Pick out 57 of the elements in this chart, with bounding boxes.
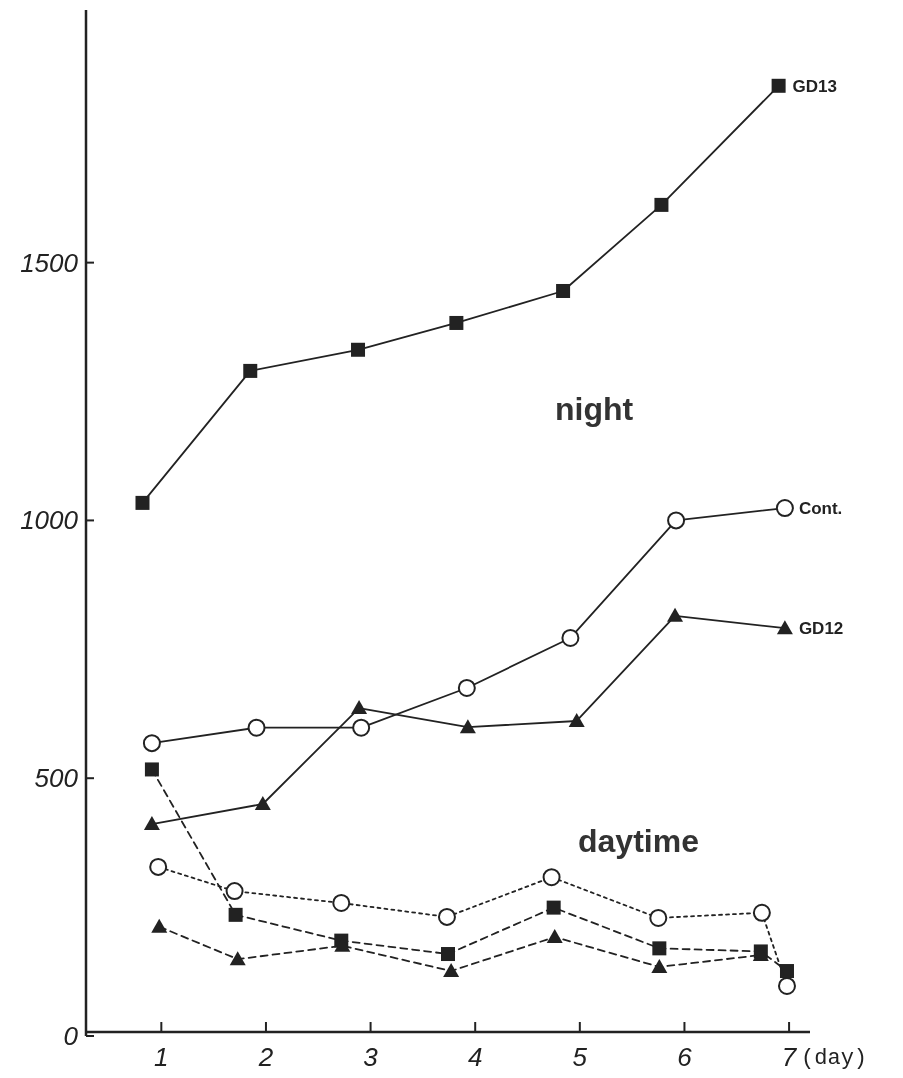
point bbox=[775, 499, 794, 518]
point bbox=[351, 700, 368, 715]
point bbox=[351, 342, 366, 357]
point bbox=[546, 929, 563, 944]
point bbox=[542, 868, 561, 887]
point bbox=[652, 941, 667, 956]
point bbox=[457, 678, 476, 697]
y-tick-label: 0 bbox=[63, 1021, 79, 1051]
point bbox=[667, 511, 686, 530]
x-tick-label: 7 bbox=[781, 1042, 798, 1072]
point bbox=[779, 964, 794, 979]
x-tick-label: 4 bbox=[467, 1042, 483, 1072]
y-tick-label: 1000 bbox=[20, 505, 79, 536]
point bbox=[556, 283, 571, 298]
point bbox=[443, 963, 460, 978]
point bbox=[449, 315, 464, 330]
y-tick-label: 1500 bbox=[20, 247, 79, 278]
y-tick-label: 500 bbox=[34, 763, 79, 794]
point bbox=[151, 918, 168, 933]
point bbox=[228, 907, 243, 922]
series-label: GD12 bbox=[798, 619, 844, 639]
point bbox=[225, 882, 244, 901]
point bbox=[651, 958, 668, 973]
point bbox=[771, 78, 786, 93]
point bbox=[142, 734, 161, 753]
x-tick-label: 5 bbox=[572, 1042, 588, 1072]
point bbox=[568, 712, 585, 727]
point bbox=[149, 857, 168, 876]
point bbox=[135, 495, 150, 510]
point bbox=[254, 795, 271, 810]
annotation: night bbox=[555, 391, 634, 427]
point bbox=[243, 363, 258, 378]
x-axis-title: (day) bbox=[801, 1046, 868, 1071]
x-tick-label: 2 bbox=[257, 1042, 274, 1072]
x-tick-label: 6 bbox=[677, 1042, 693, 1072]
point bbox=[144, 762, 159, 777]
series-label: Cont. bbox=[798, 499, 843, 519]
point bbox=[437, 907, 456, 926]
point bbox=[459, 719, 476, 734]
series-label: GD13 bbox=[792, 76, 838, 96]
point bbox=[667, 607, 684, 622]
point bbox=[546, 900, 561, 915]
point bbox=[654, 197, 669, 212]
point bbox=[776, 620, 793, 635]
point bbox=[247, 718, 266, 737]
point bbox=[441, 947, 455, 962]
point bbox=[352, 718, 371, 737]
annotation: daytime bbox=[578, 823, 699, 859]
x-tick-label: 3 bbox=[363, 1042, 379, 1072]
point bbox=[229, 951, 246, 966]
point bbox=[752, 903, 771, 922]
point bbox=[332, 893, 351, 912]
point bbox=[777, 976, 796, 995]
x-tick-label: 1 bbox=[154, 1042, 169, 1072]
point bbox=[649, 908, 668, 927]
point bbox=[143, 816, 160, 831]
point bbox=[561, 628, 580, 647]
